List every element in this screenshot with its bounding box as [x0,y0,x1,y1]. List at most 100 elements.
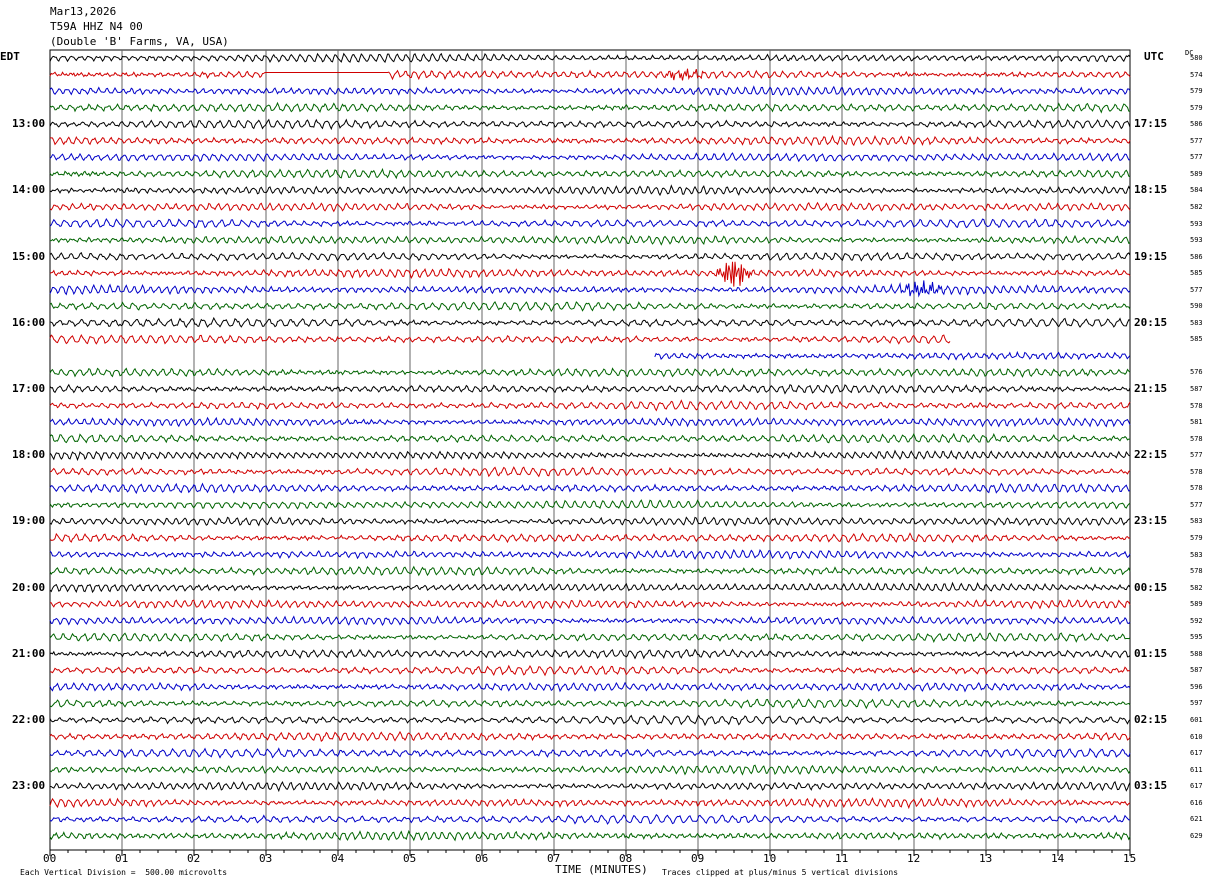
left-hour-label: 17:00 [12,382,46,395]
right-hour-label: 20:15 [1134,315,1168,329]
dc-offset-label: 587 [1190,385,1203,393]
dc-offset-label: 610 [1190,732,1203,741]
x-tick-label: 12 [907,852,921,865]
x-tick-label: 11 [835,852,849,865]
dc-offset-label: 601 [1190,716,1203,724]
dc-offset-label: 617 [1190,749,1203,758]
dc-offset-label: 595 [1190,633,1203,642]
dc-offset-label: 596 [1190,682,1203,691]
dc-offset-label: 574 [1190,70,1203,79]
trace-row-44 [49,780,1131,793]
right-hour-label: 03:15 [1134,779,1168,793]
x-axis-label: TIME (MINUTES) [555,863,648,876]
dc-offset-label: 587 [1190,666,1203,675]
left-hour-label: 16:00 [12,315,46,329]
dc-offset-label: 616 [1190,798,1203,807]
x-tick-label: 01 [115,852,129,865]
trace-row-40 [49,714,1131,727]
right-hour-label: 21:15 [1134,382,1168,395]
trace-row-20 [49,383,1131,395]
right-hour-label: 17:15 [1134,117,1168,131]
dc-offset-label: 621 [1190,815,1203,824]
x-tick-label: 15 [1123,852,1137,865]
trace-row-6 [49,152,1131,163]
dc-offset-label: 589 [1190,600,1203,609]
plot-date: Mar13,2026 [50,5,117,18]
left-timezone-label: EDT [0,50,20,63]
scale-note: Each Vertical Division = 500.00 microvol… [20,868,228,877]
left-hour-label: 19:00 [12,514,46,528]
station-code: T59A HHZ N4 00 [50,20,143,33]
x-tick-label: 00 [43,852,57,865]
left-hour-label: 15:00 [12,249,46,263]
trace-row-12 [49,251,1131,262]
dc-offset-label: 617 [1190,782,1203,791]
dc-offset-label: 577 [1190,285,1203,294]
right-hour-label: 22:15 [1134,448,1168,462]
trace-row-33 [49,599,1131,610]
trace-row-10 [49,217,1131,229]
dc-offset-label: 578 [1190,434,1203,443]
trace-row-8 [49,184,1131,197]
trace-row-46 [49,814,1130,825]
dc-offset-label: 578 [1190,484,1203,493]
dc-offset-label: 579 [1190,103,1203,112]
x-tick-label: 03 [259,852,273,865]
trace-row-19 [49,367,1131,378]
trace-row-22 [49,416,1131,428]
x-tick-label: 04 [331,852,345,865]
x-tick-label: 06 [475,852,489,865]
dc-offset-label: 577 [1190,451,1203,460]
dc-offset-label: 582 [1190,202,1203,211]
right-hour-label: 02:15 [1134,713,1168,726]
left-hour-label: 20:00 [12,580,46,594]
trace-row-25 [49,466,1131,478]
trace-row-31 [49,565,1131,577]
x-tick-label: 05 [403,852,417,865]
trace-row-2 [49,85,1131,97]
trace-row-43 [49,764,1131,776]
dc-offset-label: 580 [1190,54,1203,62]
dc-offset-label: 579 [1190,87,1203,96]
dc-offset-label: 629 [1190,831,1203,840]
dc-offset-label: 578 [1190,567,1203,576]
dc-offset-label: 589 [1190,169,1203,178]
station-location: (Double 'B' Farms, VA, USA) [50,35,229,48]
trace-row-27 [49,499,1131,510]
trace-row-26 [49,482,1131,495]
trace-row-23 [49,432,1131,444]
clip-note: Traces clipped at plus/minus 5 vertical … [662,868,899,877]
trace-row-3 [49,101,1131,114]
trace-row-34 [49,615,1131,627]
dc-offset-label: 588 [1190,649,1203,658]
trace-row-18 [654,350,1131,361]
dc-offset-label: 597 [1190,699,1203,708]
trace-row-30 [49,548,1131,560]
dc-offset-label: 579 [1190,533,1203,542]
trace-row-39 [49,698,1131,710]
trace-row-41 [49,730,1131,742]
dc-offset-label: 577 [1190,153,1203,162]
trace-row-24 [49,449,1131,462]
left-hour-label: 18:00 [12,448,46,462]
trace-row-21 [49,399,1131,412]
dc-offset-label: 577 [1190,500,1203,509]
trace-row-16 [49,316,1131,329]
trace-row-36 [49,648,1131,660]
dc-offset-label: 586 [1190,252,1203,261]
dc-offset-label: 590 [1190,302,1203,311]
plot-frame [49,49,1131,851]
x-tick-label: 13 [979,852,993,865]
trace-row-1 [49,68,1131,81]
right-hour-label: 19:15 [1134,249,1168,263]
dc-offset-label: 577 [1190,136,1203,145]
dc-offset-label: 593 [1190,219,1203,228]
x-tick-label: 10 [763,852,777,865]
trace-row-7 [49,167,1131,180]
trace-row-47 [49,829,1131,842]
right-hour-label: 18:15 [1134,183,1168,197]
dc-offset-label: 583 [1190,517,1203,526]
trace-row-0 [49,52,1131,64]
dc-offset-label: 583 [1190,550,1203,559]
